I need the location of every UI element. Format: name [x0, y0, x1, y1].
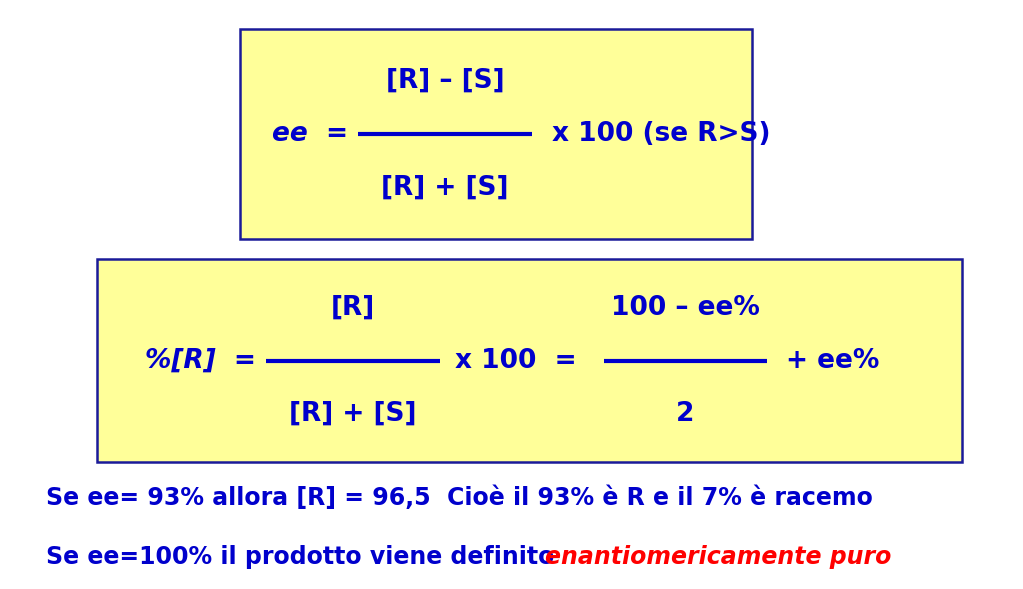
Text: x 100 (se R>S): x 100 (se R>S): [552, 121, 771, 147]
Text: x 100  =: x 100 =: [455, 348, 577, 374]
Text: 2: 2: [676, 401, 695, 426]
Text: Se ee=100% il prodotto viene definito: Se ee=100% il prodotto viene definito: [46, 545, 563, 568]
Text: [R] + [S]: [R] + [S]: [290, 401, 416, 426]
FancyBboxPatch shape: [97, 259, 962, 462]
Text: enantiomericamente puro: enantiomericamente puro: [545, 545, 892, 568]
Text: ee  =: ee =: [272, 121, 348, 147]
Text: + ee%: + ee%: [786, 348, 879, 374]
FancyBboxPatch shape: [240, 29, 752, 239]
Text: [R] + [S]: [R] + [S]: [382, 174, 508, 200]
Text: Se ee= 93% allora [R] = 96,5  Cioè il 93% è R e il 7% è racemo: Se ee= 93% allora [R] = 96,5 Cioè il 93%…: [46, 485, 873, 510]
Text: [R] – [S]: [R] – [S]: [386, 68, 504, 94]
Text: %[R]  =: %[R] =: [144, 348, 256, 374]
Text: 100 – ee%: 100 – ee%: [611, 295, 760, 321]
Text: [R]: [R]: [330, 295, 375, 321]
